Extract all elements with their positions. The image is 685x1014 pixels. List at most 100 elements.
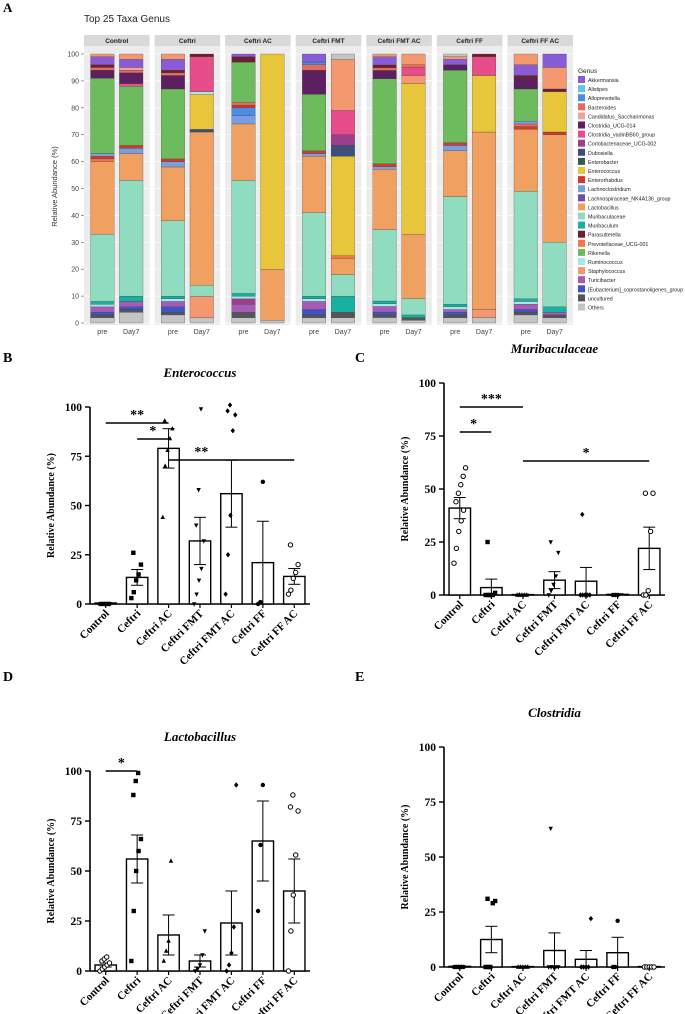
legend-swatch <box>578 248 585 256</box>
stack-segment <box>119 153 144 181</box>
stack-segment <box>443 64 468 71</box>
x-tick-label: Day7 <box>123 329 139 336</box>
data-point <box>290 892 296 898</box>
stack-segment <box>231 115 256 125</box>
stack-segment <box>401 298 426 316</box>
y-tick-label: 75 <box>71 451 83 463</box>
stack-segment <box>542 53 567 68</box>
stack-segment <box>231 107 256 116</box>
stack-segment <box>90 301 115 305</box>
legend-label: Others <box>588 306 604 312</box>
data-point <box>453 499 459 505</box>
y-tick-label: 75 <box>425 797 437 809</box>
x-tick-label: pre <box>97 329 107 336</box>
y-tick-label: 30 <box>71 240 79 247</box>
data-point <box>223 591 228 597</box>
significance-label: * <box>118 756 125 771</box>
panel-letter-d: D <box>3 670 13 685</box>
data-point <box>136 848 141 854</box>
facet-label: Ceftri <box>179 38 196 45</box>
stack-segment <box>401 64 426 68</box>
stack-segment <box>513 312 538 316</box>
stack-segment <box>372 163 397 167</box>
data-point <box>285 968 292 974</box>
stack-segment <box>513 53 538 65</box>
data-point <box>292 569 299 576</box>
legend-swatch <box>578 276 585 284</box>
data-point <box>224 968 229 974</box>
data-point <box>483 592 488 598</box>
data-point <box>587 592 593 598</box>
stack-segment <box>443 56 468 60</box>
stack-segment <box>330 312 355 318</box>
legend-label: Candidatus_Saccharimonas <box>588 114 655 120</box>
legend-swatch <box>578 285 585 293</box>
panel-c-muribaculaceae-chart: Muribaculaceae 0 25 50 75 100 Relative Abundan… <box>400 341 665 659</box>
data-point <box>288 928 294 934</box>
facet-label: Ceftri FMT <box>312 38 344 45</box>
significance-label: ** <box>194 445 208 460</box>
data-point <box>138 836 144 842</box>
legend-label: Parasutterella <box>588 233 621 239</box>
data-point <box>234 782 239 788</box>
stack-segment <box>542 131 567 135</box>
stack-segment <box>372 67 397 71</box>
x-tick-label: Day7 <box>194 329 210 336</box>
data-point <box>525 964 530 969</box>
legend-label: Staphylococcus <box>588 269 625 275</box>
stack-segment <box>513 75 538 79</box>
stack-segment <box>119 309 144 313</box>
stack-segment <box>161 295 185 299</box>
legend-swatch <box>578 294 585 302</box>
stack-segment <box>161 312 185 316</box>
data-point <box>546 593 551 598</box>
data-point <box>131 792 136 798</box>
stack-segment <box>513 304 538 310</box>
panel-title: Enterococcus <box>163 365 237 380</box>
stack-segment <box>443 59 468 65</box>
stack-segment <box>330 295 355 313</box>
stack-segment <box>401 53 426 65</box>
stack-segment <box>302 298 327 302</box>
data-point <box>580 592 585 598</box>
facet-label: Ceftri AC <box>244 38 272 45</box>
stack-segment <box>372 70 397 79</box>
stack-segment <box>260 269 285 321</box>
data-point <box>490 901 495 906</box>
data-point <box>197 963 203 968</box>
legend-swatch <box>578 258 585 265</box>
stack-segment <box>231 304 256 313</box>
data-point <box>133 868 139 874</box>
stack-segment <box>90 234 115 302</box>
legend-swatch <box>578 85 585 93</box>
data-point <box>580 511 585 518</box>
stack-segment <box>542 242 567 307</box>
legend-swatch <box>578 103 585 111</box>
data-point <box>163 948 169 953</box>
stack-segment <box>330 110 355 135</box>
stack-segment <box>90 156 115 160</box>
data-point <box>227 402 233 408</box>
data-point <box>160 514 165 520</box>
stack-segment <box>161 301 185 307</box>
data-point <box>287 542 294 548</box>
stack-segment <box>119 86 144 146</box>
data-point <box>295 561 301 568</box>
stack-segment <box>161 220 185 297</box>
stack-segment <box>302 153 327 157</box>
panel-letter-b: B <box>3 351 12 366</box>
data-point <box>488 964 493 970</box>
stack-segment <box>119 301 144 307</box>
data-point <box>485 896 490 901</box>
x-tick-label: Ceftri FMT AC <box>177 608 237 668</box>
data-point <box>225 552 231 558</box>
data-point <box>453 545 460 552</box>
stack-segment <box>513 121 538 125</box>
stack-segment <box>372 64 397 68</box>
stack-segment <box>189 285 214 297</box>
data-point <box>200 953 205 958</box>
data-point <box>196 488 201 493</box>
facet-strip <box>154 35 221 46</box>
stack-segment <box>119 306 144 310</box>
x-tick-label: pre <box>521 329 531 336</box>
